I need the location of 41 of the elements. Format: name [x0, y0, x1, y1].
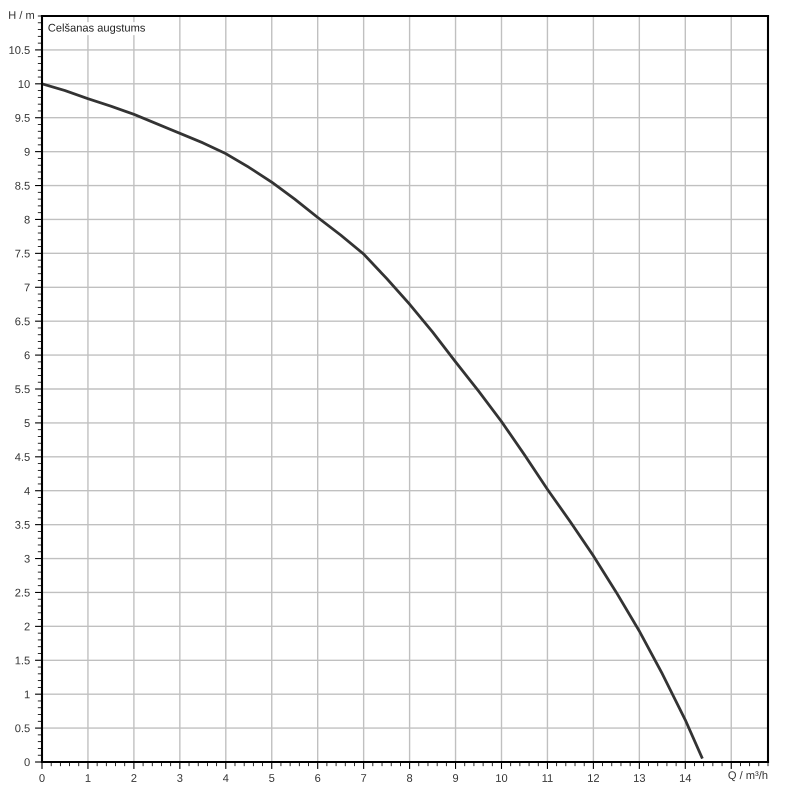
- x-tick-label: 7: [361, 774, 366, 782]
- y-tick-label: 8: [24, 216, 30, 224]
- y-tick-label: 1: [24, 690, 30, 698]
- x-tick-label: 6: [315, 774, 320, 782]
- x-tick-label: 2: [131, 774, 136, 782]
- x-tick-label: 0: [39, 774, 45, 782]
- y-tick-label: 4: [24, 487, 30, 495]
- y-tick-label: 0: [24, 758, 30, 766]
- y-tick-label: 6: [24, 351, 30, 360]
- x-tick-label: 11: [542, 774, 553, 782]
- x-tick-label: 3: [177, 774, 182, 782]
- x-tick-label: 12: [588, 774, 600, 782]
- y-tick-label: 8.5: [15, 182, 30, 190]
- x-tick-label: 9: [452, 774, 458, 782]
- y-tick-label: 1.5: [16, 656, 30, 664]
- y-tick-label: 5: [24, 419, 30, 428]
- y-tick-label: 0.5: [15, 724, 30, 732]
- y-axis-title: H / m: [9, 10, 34, 19]
- y-tick-label: 2: [24, 622, 30, 630]
- y-tick-label: 3: [24, 554, 30, 563]
- x-tick-label: 13: [634, 774, 646, 782]
- y-tick-label: 9.5: [15, 114, 30, 122]
- y-tick-label: 6.5: [15, 317, 30, 326]
- y-tick-label: 9: [24, 148, 30, 156]
- y-tick-label: 2.5: [15, 588, 30, 597]
- y-tick-label: 4.5: [15, 453, 30, 461]
- annotation: Celšanas augstums: [48, 23, 145, 34]
- x-tick-label: 10: [496, 774, 508, 782]
- y-tick-label: 3.5: [15, 520, 30, 529]
- x-tick-label: 1: [86, 774, 90, 782]
- x-axis-title: Q / m³/h: [728, 770, 768, 782]
- x-tick-label: 8: [406, 774, 412, 782]
- x-tick-label: 4: [222, 774, 229, 782]
- line-series: [42, 82, 704, 759]
- x-tick-label: 5: [269, 774, 274, 782]
- y-tick-label: 10: [18, 80, 30, 88]
- y-tick-label: 7.5: [15, 250, 30, 258]
- y-tick-label: 7: [24, 284, 30, 292]
- x-tick-label: 14: [680, 774, 692, 782]
- y-tick-label: 5.5: [15, 385, 30, 394]
- y-tick-label: 10.5: [9, 46, 30, 54]
